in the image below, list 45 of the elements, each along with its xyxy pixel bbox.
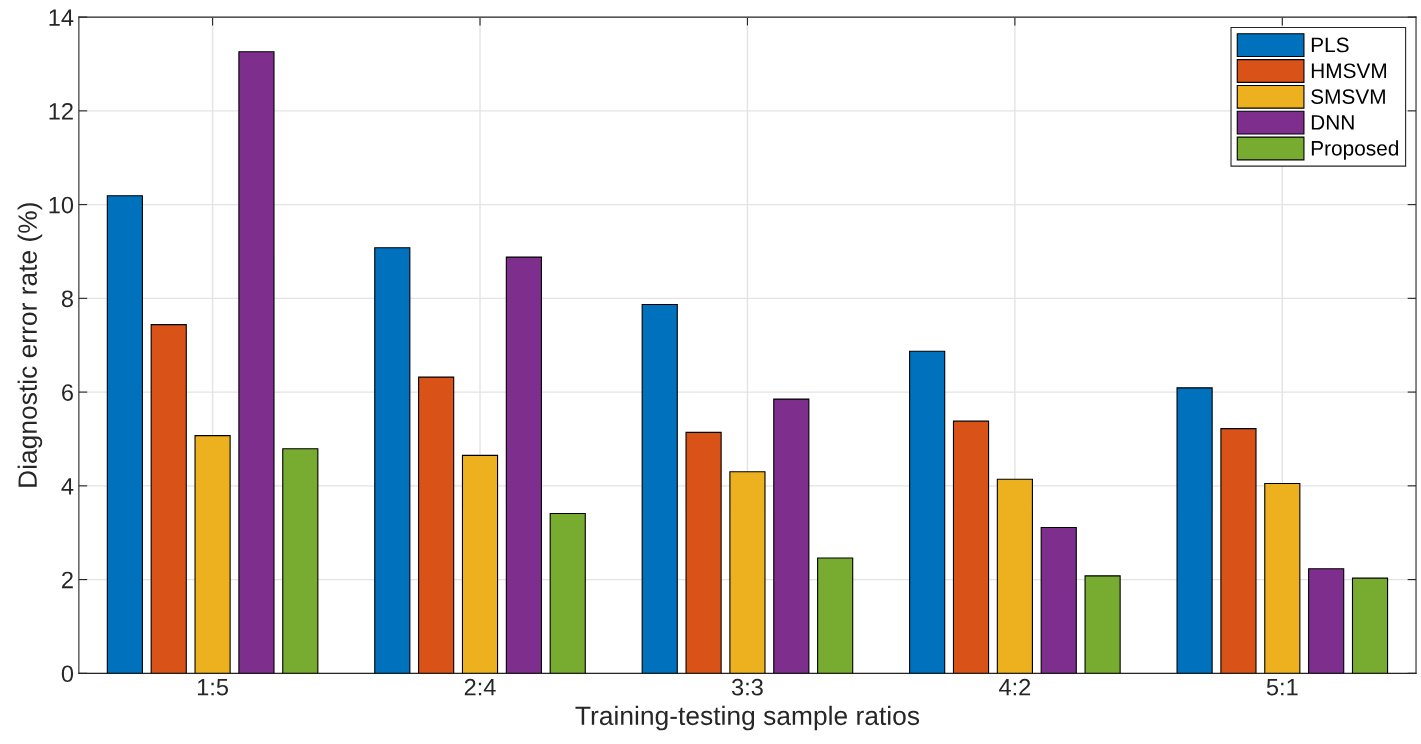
x-tick-label: 1:5 — [197, 679, 228, 696]
bar — [282, 448, 319, 674]
bar — [238, 51, 275, 674]
bar — [1308, 568, 1345, 674]
bar — [952, 420, 990, 674]
y-tick-label: 4 — [61, 478, 74, 495]
y-tick-label: 12 — [49, 102, 73, 120]
y-axis-title: Diagnostic error rate (%) — [17, 203, 43, 487]
bar — [106, 195, 143, 674]
bar — [1220, 428, 1257, 674]
y-tick-label: 10 — [49, 196, 74, 214]
bar — [549, 512, 586, 674]
y-tick-label: 14 — [49, 9, 74, 26]
x-axis-title: Training-testing sample ratios — [575, 705, 920, 731]
y-tick-label: 2 — [62, 571, 73, 589]
legend-label: DNN — [1311, 115, 1354, 130]
y-tick-label: 0 — [61, 665, 74, 683]
bar — [641, 303, 678, 674]
y-tick-label: 6 — [62, 384, 73, 401]
bar — [1084, 575, 1121, 674]
legend-label: HMSVM — [1311, 63, 1387, 79]
x-tick-label: 4:2 — [999, 678, 1031, 696]
legend-label: SMSVM — [1311, 89, 1385, 104]
bar — [996, 478, 1033, 674]
bar — [773, 398, 810, 674]
bar — [1040, 526, 1077, 674]
bar — [505, 256, 542, 674]
bar — [685, 431, 722, 674]
y-tick-label: 8 — [61, 290, 73, 308]
bar — [461, 454, 499, 674]
legend-label: Proposed — [1311, 140, 1399, 160]
x-tick-label: 2:4 — [464, 678, 496, 696]
bar — [1351, 577, 1389, 674]
bar — [1176, 387, 1213, 674]
bar — [729, 471, 766, 674]
bar — [909, 350, 946, 674]
bar — [374, 247, 411, 674]
bar — [194, 435, 231, 674]
bar — [418, 376, 455, 674]
x-tick-label: 5:1 — [1266, 679, 1298, 696]
bar — [150, 324, 187, 674]
x-tick-label: 3:3 — [731, 678, 763, 696]
bar — [1264, 482, 1301, 674]
legend-label: PLS — [1311, 37, 1349, 53]
bar — [817, 557, 854, 674]
